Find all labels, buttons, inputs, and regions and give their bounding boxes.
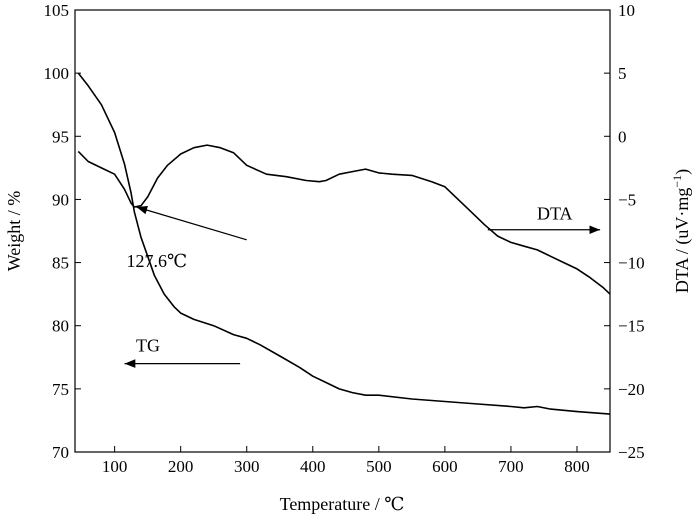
y-right-title-main: DTA / (uV·mg <box>672 188 693 294</box>
x-tick-label: 600 <box>432 457 458 476</box>
tg-series-line <box>77 72 611 415</box>
y-right-tick-label: −25 <box>618 443 645 462</box>
y-right-tick-label: −20 <box>618 380 645 399</box>
x-tick-label: 700 <box>498 457 524 476</box>
tick-layer: 100 200 300 400 500 600 700 8007075808590951001… <box>44 1 645 476</box>
y-right-tick-label: −15 <box>618 317 645 336</box>
y-right-tick-label: 5 <box>618 64 627 83</box>
y-right-tick-label: 10 <box>618 1 635 20</box>
point-label: 127.6℃ <box>126 251 187 271</box>
y-right-axis-title: DTA / (uV·mg−1) <box>670 169 693 293</box>
annotation-layer: 127.6℃ DTA TG <box>124 204 601 368</box>
series-layer <box>77 72 611 415</box>
y-left-tick-label: 100 <box>44 64 70 83</box>
y-right-title-end: ) <box>672 169 693 175</box>
x-tick-label: 400 <box>300 457 326 476</box>
y-left-tick-label: 75 <box>52 380 69 399</box>
y-right-title-sup: −1 <box>670 175 684 188</box>
point-arrow <box>136 205 247 241</box>
x-tick-label: 100 <box>102 457 128 476</box>
y-right-tick-label: 0 <box>618 127 627 146</box>
dta-label: DTA <box>537 204 573 224</box>
y-right-tick-label: −5 <box>618 190 636 209</box>
x-tick-label: 300 <box>234 457 260 476</box>
tg-label: TG <box>136 336 160 356</box>
x-tick-label: 200 <box>168 457 194 476</box>
y-left-tick-label: 90 <box>52 190 69 209</box>
y-left-tick-label: 85 <box>52 254 69 273</box>
y-left-tick-label: 70 <box>52 443 69 462</box>
y-left-axis-title: Weight / % <box>4 191 24 272</box>
x-tick-label: 800 <box>564 457 590 476</box>
y-left-tick-label: 80 <box>52 317 69 336</box>
y-left-tick-label: 105 <box>44 1 70 20</box>
dta-series-line <box>77 144 611 295</box>
x-tick-label: 500 <box>366 457 392 476</box>
x-axis-title: Temperature / ℃ <box>280 494 405 514</box>
y-right-tick-label: −10 <box>618 254 645 273</box>
plot-frame <box>74 9 611 453</box>
y-left-tick-label: 95 <box>52 127 69 146</box>
